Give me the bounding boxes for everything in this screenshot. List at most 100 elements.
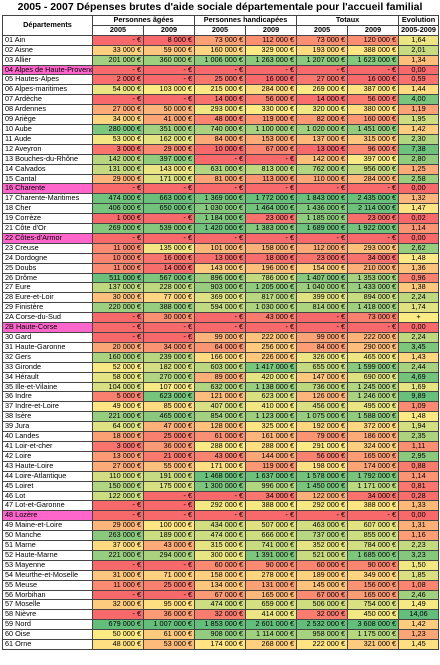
department: 09 Ariège xyxy=(2,114,93,125)
department: 14 Calvados xyxy=(2,163,93,175)
amount-cell: 1 689 000 € xyxy=(296,223,349,234)
evolution-cell: 1,45 xyxy=(398,639,440,650)
department: 02 Aisne xyxy=(2,44,93,56)
amount-cell: 1 100 000 € xyxy=(244,123,298,135)
evolution-cell: 3,45 xyxy=(398,341,440,353)
amount-cell: 284 000 € xyxy=(347,173,400,185)
amount-cell: 1 843 000 € xyxy=(296,193,349,205)
amount-cell: 450 000 € xyxy=(347,609,400,621)
amount-cell: 29 000 € xyxy=(92,173,144,185)
amount-cell: 215 000 € xyxy=(194,84,246,96)
evolution-cell: 0,02 xyxy=(398,213,440,225)
amount-cell: 903 000 € xyxy=(194,282,246,294)
department: 42 Loire xyxy=(2,450,93,462)
evolution-cell: 1,42 xyxy=(398,123,440,135)
amount-cell: 1 175 000 € xyxy=(347,629,400,641)
amount-cell: 666 000 € xyxy=(244,530,298,542)
department: 51 Marne xyxy=(2,540,93,551)
amount-cell: 293 000 € xyxy=(347,242,400,254)
department: 22 Côtes-d'Armor xyxy=(2,232,93,244)
amount-cell: - € xyxy=(92,322,144,333)
amount-cell: - € xyxy=(244,510,298,522)
table-row: 59 Nord 679 000 €1 007 000 €1 853 000 €2 … xyxy=(2,619,440,631)
amount-cell: - € xyxy=(143,183,195,195)
amount-cell: - € xyxy=(143,94,195,106)
amount-cell: 817 000 € xyxy=(244,292,298,304)
amount-cell: - € xyxy=(194,312,246,324)
amount-cell: 73 000 € xyxy=(347,312,400,324)
amount-cell: 1 383 000 € xyxy=(244,223,298,234)
amount-cell: 27 000 € xyxy=(296,74,349,86)
amount-cell: 67 000 € xyxy=(296,589,349,601)
amount-cell: 131 000 € xyxy=(244,579,298,591)
amount-cell: 293 000 € xyxy=(194,104,246,116)
amount-cell: 1 578 000 € xyxy=(296,470,349,482)
department: 50 Manche xyxy=(2,530,93,542)
amount-cell: 623 000 € xyxy=(143,391,195,403)
amount-cell: 79 000 € xyxy=(296,431,349,442)
amount-cell: 56 000 € xyxy=(244,94,298,106)
amount-cell: 603 000 € xyxy=(194,361,246,373)
amount-cell: 160 000 € xyxy=(347,114,400,125)
amount-cell: 189 000 € xyxy=(143,530,195,542)
amount-cell: 324 000 € xyxy=(347,440,400,452)
amount-cell: 315 000 € xyxy=(194,540,246,551)
evolution-header: Evolution xyxy=(398,15,440,26)
amount-cell: 25 000 € xyxy=(143,431,195,442)
department: 2A Corse-du-Sud xyxy=(2,312,93,324)
amount-cell: 741 000 € xyxy=(244,540,298,551)
amount-cell: - € xyxy=(143,64,195,76)
table-row: 07 Ardèche - € - €14 000 €56 000 €14 000 €… xyxy=(2,94,440,106)
amount-cell: 77 000 € xyxy=(143,292,195,304)
amount-cell: 20 000 € xyxy=(92,341,144,353)
amount-cell: 1 772 000 € xyxy=(244,193,298,205)
evolution-cell: 1,47 xyxy=(398,203,440,215)
evolution-cell: 1,48 xyxy=(398,252,440,264)
amount-cell: - € xyxy=(296,312,349,324)
amount-cell: 1 245 000 € xyxy=(347,381,400,393)
evolution-cell: 2,24 xyxy=(398,332,440,343)
department: 25 Doubs xyxy=(2,262,93,274)
year-header: 2005 xyxy=(194,24,246,36)
amount-cell: - € xyxy=(143,490,195,502)
amount-cell: 1 185 000 € xyxy=(296,213,349,225)
amount-cell: 113 000 € xyxy=(244,173,298,185)
table-row: 2B Haute-Corse - € - € - € - € - € - €0,00 xyxy=(2,322,440,333)
amount-cell: 182 000 € xyxy=(143,361,195,373)
amount-cell: 25 000 € xyxy=(143,579,195,591)
department: 03 Allier xyxy=(2,54,93,66)
amount-cell: 288 000 € xyxy=(244,440,298,452)
amount-cell: 388 000 € xyxy=(347,500,400,512)
amount-cell: - € xyxy=(143,510,195,522)
evolution-cell: 1,95 xyxy=(398,114,440,125)
amount-cell: 11 000 € xyxy=(92,579,144,591)
table-body: 01 Ain - €8 000 €73 000 €112 000 €73 000 … xyxy=(2,34,440,650)
amount-cell: 112 000 € xyxy=(296,242,349,254)
table-row: 52 Haute-Marne 221 000 €294 000 €300 000 … xyxy=(2,549,440,561)
amount-cell: 33 000 € xyxy=(92,44,144,56)
year-header: 2005 xyxy=(92,24,144,36)
evolution-cell: 2,01 xyxy=(398,44,440,56)
amount-cell: 50 000 € xyxy=(143,104,195,116)
amount-cell: 161 000 € xyxy=(244,431,298,442)
amount-cell: - € xyxy=(244,322,298,333)
amount-cell: 73 000 € xyxy=(296,34,349,46)
table-row: 11 Aude 53 000 €162 000 €84 000 €153 000 … xyxy=(2,133,440,145)
amount-cell: 48 000 € xyxy=(194,114,246,125)
amount-cell: - € xyxy=(244,153,298,165)
evolution-cell: 1,09 xyxy=(398,401,440,413)
department: 34 Hérault xyxy=(2,371,93,383)
amount-cell: 278 000 € xyxy=(244,569,298,581)
amount-cell: 16 000 € xyxy=(143,252,195,264)
department: 44 Loire-Atlantique xyxy=(2,470,93,482)
amount-cell: 175 000 € xyxy=(143,480,195,492)
department: 18 Cher xyxy=(2,203,93,215)
table-row: 25 Doubs 11 000 €14 000 €143 000 €196 000… xyxy=(2,262,440,274)
department: 33 Gironde xyxy=(2,361,93,373)
evolution-cell: 1,33 xyxy=(398,500,440,512)
table-row: 40 Landes 18 000 €25 000 €61 000 €161 000… xyxy=(2,431,440,442)
amount-cell: 1 205 000 € xyxy=(244,282,298,294)
amount-cell: 49 000 € xyxy=(92,401,144,413)
table-row: 26 Drôme 511 000 €567 000 €896 000 €786 0… xyxy=(2,272,440,284)
